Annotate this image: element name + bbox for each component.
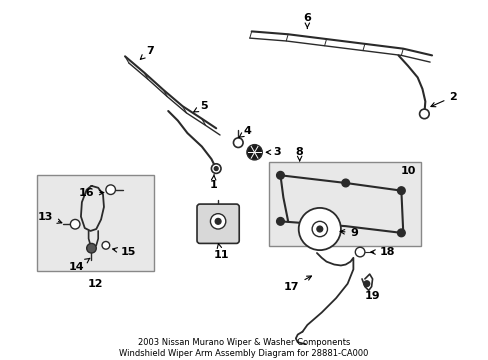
Text: 14: 14 bbox=[69, 258, 90, 273]
Circle shape bbox=[215, 219, 221, 224]
Text: 2: 2 bbox=[430, 92, 456, 107]
Text: 16: 16 bbox=[79, 188, 103, 198]
Text: 8: 8 bbox=[295, 147, 303, 161]
FancyBboxPatch shape bbox=[197, 204, 239, 243]
Circle shape bbox=[419, 109, 428, 119]
Text: 2003 Nissan Murano Wiper & Washer Components
Windshield Wiper Arm Assembly Diagr: 2003 Nissan Murano Wiper & Washer Compon… bbox=[119, 338, 368, 358]
Circle shape bbox=[214, 167, 218, 171]
Circle shape bbox=[363, 281, 369, 287]
Text: 13: 13 bbox=[38, 212, 61, 223]
Circle shape bbox=[86, 243, 96, 253]
Text: 4: 4 bbox=[238, 126, 251, 138]
Circle shape bbox=[211, 164, 221, 174]
Circle shape bbox=[311, 221, 327, 237]
Text: 7: 7 bbox=[140, 46, 154, 59]
Text: 12: 12 bbox=[87, 279, 103, 289]
Circle shape bbox=[316, 226, 322, 232]
Circle shape bbox=[397, 187, 405, 194]
Text: 5: 5 bbox=[193, 101, 207, 112]
Text: 9: 9 bbox=[340, 228, 358, 238]
Circle shape bbox=[298, 208, 340, 250]
Circle shape bbox=[70, 220, 80, 229]
Bar bbox=[268, 162, 420, 246]
Circle shape bbox=[276, 217, 284, 225]
Circle shape bbox=[233, 138, 243, 148]
Circle shape bbox=[276, 171, 284, 179]
Circle shape bbox=[210, 214, 225, 229]
Circle shape bbox=[246, 145, 262, 160]
Text: 11: 11 bbox=[213, 244, 228, 260]
Text: 3: 3 bbox=[266, 147, 281, 157]
Text: 10: 10 bbox=[400, 166, 415, 176]
Text: 18: 18 bbox=[370, 247, 394, 257]
Circle shape bbox=[106, 185, 115, 194]
Text: 6: 6 bbox=[303, 13, 311, 28]
Text: 15: 15 bbox=[112, 247, 135, 257]
Circle shape bbox=[341, 179, 349, 187]
Circle shape bbox=[355, 247, 364, 257]
Circle shape bbox=[397, 229, 405, 237]
Bar bbox=[37, 175, 154, 271]
Circle shape bbox=[102, 242, 109, 249]
Text: 17: 17 bbox=[284, 276, 311, 292]
Text: 1: 1 bbox=[209, 174, 217, 190]
Text: 19: 19 bbox=[364, 291, 380, 301]
